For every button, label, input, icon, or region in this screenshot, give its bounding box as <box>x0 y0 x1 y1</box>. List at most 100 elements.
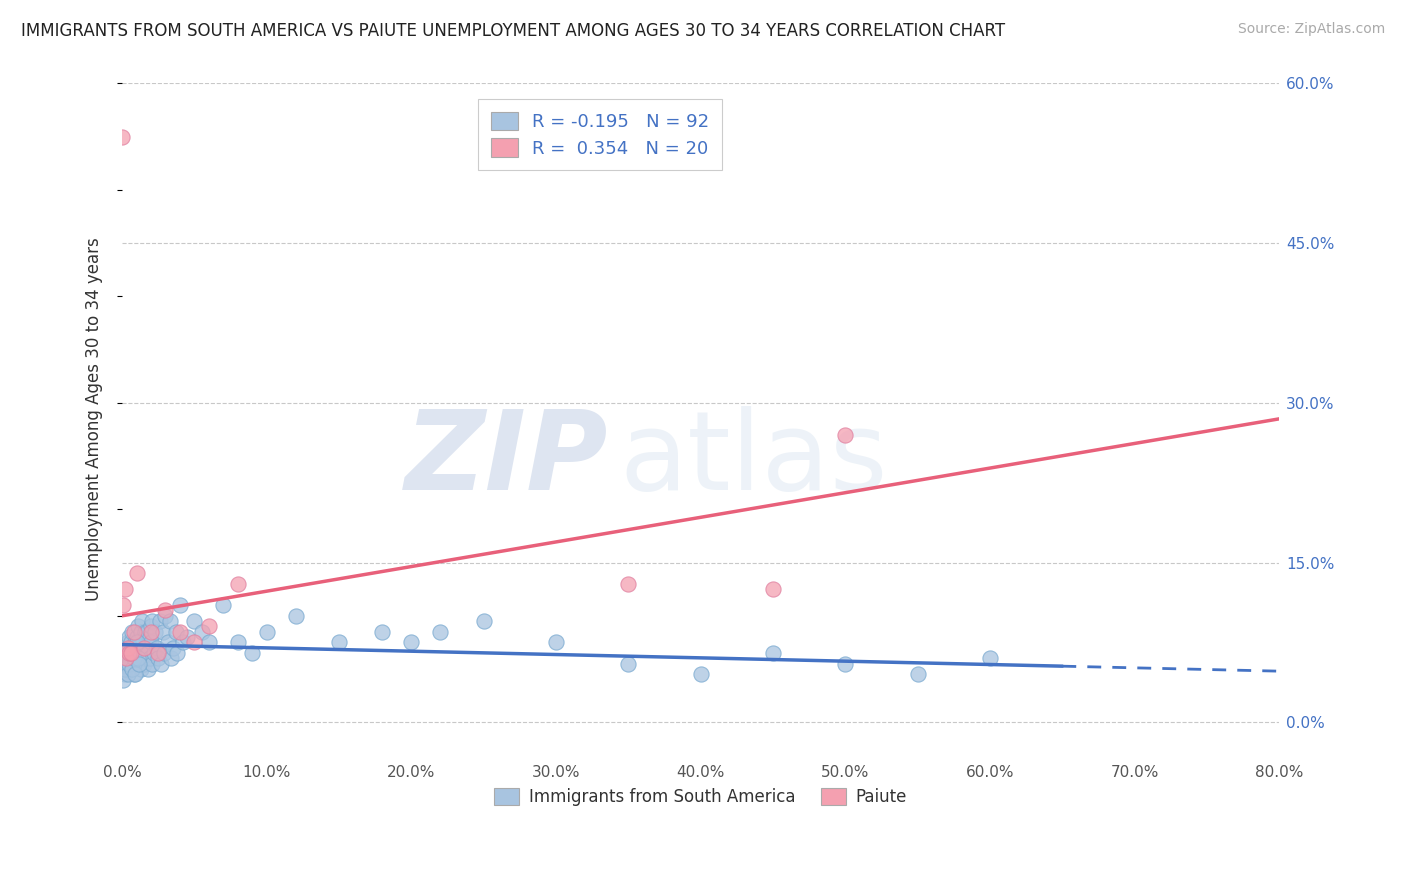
Point <box>124 635 146 649</box>
Text: IMMIGRANTS FROM SOUTH AMERICA VS PAIUTE UNEMPLOYMENT AMONG AGES 30 TO 34 YEARS C: IMMIGRANTS FROM SOUTH AMERICA VS PAIUTE … <box>21 22 1005 40</box>
Point <box>152 624 174 639</box>
Point <box>121 662 143 676</box>
Point <box>122 624 145 639</box>
Point <box>153 646 176 660</box>
Point <box>112 657 135 671</box>
Point <box>472 614 495 628</box>
Point <box>125 630 148 644</box>
Point <box>131 614 153 628</box>
Point <box>176 630 198 644</box>
Point <box>226 577 249 591</box>
Point <box>118 646 141 660</box>
Point <box>212 598 235 612</box>
Point <box>240 646 263 660</box>
Point <box>120 635 142 649</box>
Point <box>198 635 221 649</box>
Point <box>117 640 139 655</box>
Point <box>132 640 155 655</box>
Point <box>762 646 785 660</box>
Point <box>328 635 350 649</box>
Point <box>689 667 711 681</box>
Point <box>114 582 136 597</box>
Point <box>111 129 134 144</box>
Point <box>544 635 567 649</box>
Point <box>136 646 159 660</box>
Point <box>159 614 181 628</box>
Point <box>128 657 150 671</box>
Point <box>162 640 184 655</box>
Point <box>157 635 180 649</box>
Point <box>132 657 155 671</box>
Point <box>139 619 162 633</box>
Point <box>155 603 177 617</box>
Point <box>129 624 152 639</box>
Point <box>371 624 394 639</box>
Point <box>112 598 135 612</box>
Point <box>124 651 146 665</box>
Point <box>114 646 136 660</box>
Point <box>166 646 188 660</box>
Point <box>148 651 170 665</box>
Point <box>834 427 856 442</box>
Point <box>401 635 423 649</box>
Point <box>122 651 145 665</box>
Point <box>125 635 148 649</box>
Point <box>141 614 163 628</box>
Point <box>118 657 141 671</box>
Point <box>125 657 148 671</box>
Point <box>138 651 160 665</box>
Point <box>149 614 172 628</box>
Point <box>284 608 307 623</box>
Point <box>979 651 1001 665</box>
Point <box>907 667 929 681</box>
Text: Source: ZipAtlas.com: Source: ZipAtlas.com <box>1237 22 1385 37</box>
Point <box>124 667 146 681</box>
Point <box>190 624 212 639</box>
Point <box>122 667 145 681</box>
Point <box>117 635 139 649</box>
Point <box>117 667 139 681</box>
Point <box>226 635 249 649</box>
Point <box>142 646 165 660</box>
Point <box>155 608 177 623</box>
Legend: Immigrants from South America, Paiute: Immigrants from South America, Paiute <box>488 781 914 813</box>
Point <box>139 635 162 649</box>
Point <box>115 640 138 655</box>
Point <box>128 635 150 649</box>
Point <box>125 566 148 581</box>
Point <box>169 598 191 612</box>
Point <box>429 624 451 639</box>
Point <box>127 651 149 665</box>
Point <box>120 640 142 655</box>
Point <box>135 640 157 655</box>
Point <box>115 657 138 671</box>
Point <box>112 673 135 687</box>
Point <box>128 651 150 665</box>
Point <box>136 662 159 676</box>
Point <box>145 640 167 655</box>
Point <box>198 619 221 633</box>
Point <box>256 624 278 639</box>
Point <box>129 662 152 676</box>
Point <box>122 646 145 660</box>
Point <box>141 657 163 671</box>
Point <box>762 582 785 597</box>
Point <box>121 624 143 639</box>
Y-axis label: Unemployment Among Ages 30 to 34 years: Unemployment Among Ages 30 to 34 years <box>86 237 103 600</box>
Point <box>160 651 183 665</box>
Point <box>135 624 157 639</box>
Point <box>115 646 138 660</box>
Point <box>127 646 149 660</box>
Point <box>118 662 141 676</box>
Point <box>118 646 141 660</box>
Point <box>134 624 156 639</box>
Point <box>183 614 205 628</box>
Point <box>617 657 640 671</box>
Point <box>114 662 136 676</box>
Point <box>115 651 138 665</box>
Point <box>120 651 142 665</box>
Point <box>134 651 156 665</box>
Point <box>117 651 139 665</box>
Text: atlas: atlas <box>620 406 889 513</box>
Point <box>150 657 173 671</box>
